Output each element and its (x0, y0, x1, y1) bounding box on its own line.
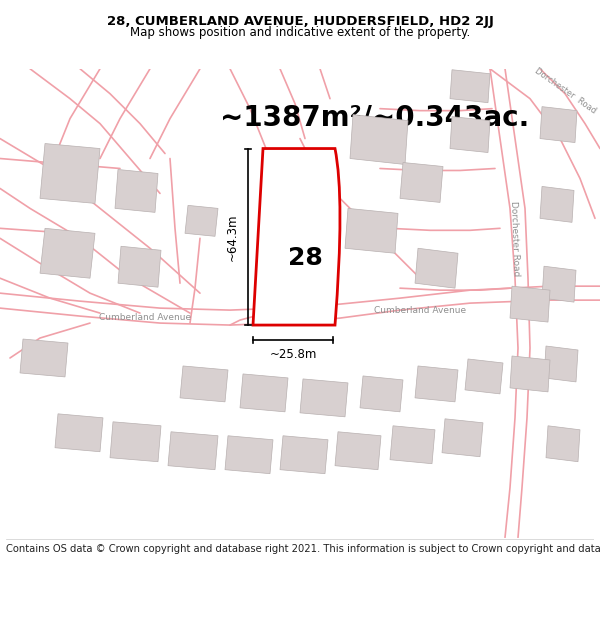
Text: Cumberland Avenue: Cumberland Avenue (374, 306, 466, 314)
Polygon shape (345, 208, 398, 253)
Text: 28: 28 (287, 246, 322, 270)
Text: Cumberland Avenue: Cumberland Avenue (99, 312, 191, 322)
Polygon shape (540, 107, 577, 142)
Polygon shape (390, 426, 435, 464)
Polygon shape (180, 366, 228, 402)
Polygon shape (110, 422, 161, 462)
Polygon shape (510, 286, 550, 322)
Polygon shape (442, 419, 483, 457)
Polygon shape (544, 346, 578, 382)
Polygon shape (115, 169, 158, 212)
Polygon shape (55, 414, 103, 452)
Text: Dorchester  Road: Dorchester Road (533, 66, 598, 116)
Polygon shape (546, 426, 580, 462)
Polygon shape (40, 228, 95, 278)
Polygon shape (450, 117, 490, 152)
Polygon shape (272, 189, 323, 232)
Polygon shape (542, 266, 576, 302)
Text: 28, CUMBERLAND AVENUE, HUDDERSFIELD, HD2 2JJ: 28, CUMBERLAND AVENUE, HUDDERSFIELD, HD2… (107, 15, 493, 28)
Polygon shape (20, 339, 68, 377)
Text: Map shows position and indicative extent of the property.: Map shows position and indicative extent… (130, 26, 470, 39)
Text: ~64.3m: ~64.3m (226, 213, 239, 261)
Polygon shape (118, 246, 161, 287)
Polygon shape (415, 366, 458, 402)
Polygon shape (40, 144, 100, 203)
Polygon shape (415, 248, 458, 288)
Polygon shape (540, 186, 574, 222)
Polygon shape (240, 374, 288, 412)
Polygon shape (168, 432, 218, 469)
Polygon shape (360, 376, 403, 412)
PathPatch shape (253, 149, 340, 325)
Polygon shape (225, 436, 273, 474)
Polygon shape (280, 436, 328, 474)
Polygon shape (185, 206, 218, 236)
Polygon shape (400, 162, 443, 202)
Polygon shape (465, 359, 503, 394)
Text: Dorchester Road: Dorchester Road (509, 201, 521, 276)
Text: ~25.8m: ~25.8m (269, 348, 317, 361)
Polygon shape (300, 379, 348, 417)
Text: Contains OS data © Crown copyright and database right 2021. This information is : Contains OS data © Crown copyright and d… (6, 544, 600, 554)
Text: ~1387m²/~0.343ac.: ~1387m²/~0.343ac. (220, 104, 529, 132)
Polygon shape (510, 356, 550, 392)
Polygon shape (350, 114, 408, 164)
Polygon shape (450, 70, 490, 102)
Polygon shape (335, 432, 381, 469)
